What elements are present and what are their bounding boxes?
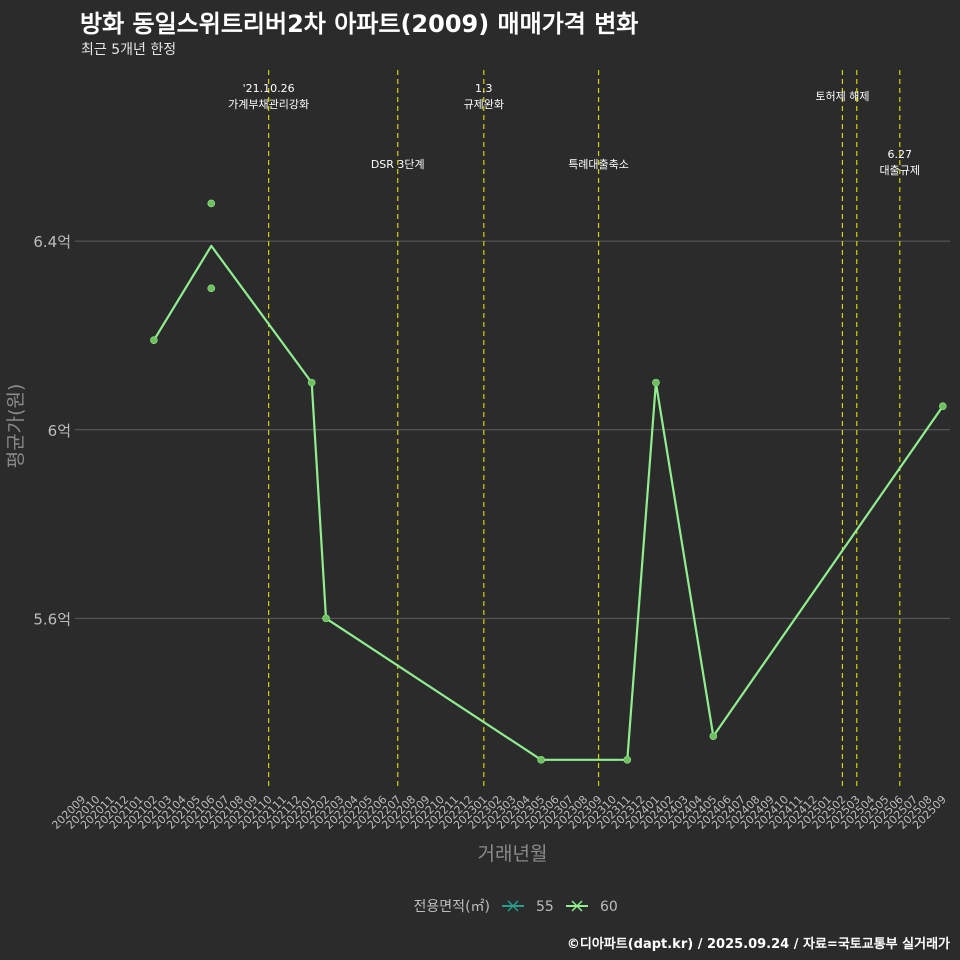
event-label: 6.27	[888, 148, 913, 161]
event-label: 대출규제	[880, 164, 920, 177]
chart-title: 방화 동일스위트리버2차 아파트(2009) 매매가격 변화	[80, 10, 639, 38]
data-point	[307, 378, 316, 387]
data-point	[652, 378, 660, 387]
legend-key-mark	[507, 900, 519, 912]
data-point	[207, 199, 216, 208]
event-label: 특례대출축소	[568, 158, 629, 171]
source-caption: ©디아파트(dapt.kr) / 2025.09.24 / 자료=국토교통부 실…	[566, 937, 950, 952]
data-point	[322, 614, 330, 623]
x-axis-title: 거래년월	[478, 843, 548, 865]
legend-label: 60	[600, 899, 618, 915]
data-point	[939, 402, 947, 410]
y-tick-label: 6억	[48, 422, 71, 440]
event-label: 규제완화	[464, 98, 504, 111]
event-label: 1.3	[475, 82, 493, 95]
legend-key-mark	[571, 900, 583, 912]
y-axis-title: 평균가(원)	[5, 384, 27, 469]
y-tick-label: 5.6억	[33, 610, 71, 628]
event-label: DSR 3단계	[371, 158, 425, 171]
data-point	[207, 284, 216, 293]
event-label: 토허제 해제	[815, 89, 869, 103]
event-label: 가계부채관리강화	[228, 98, 309, 111]
data-point	[623, 756, 632, 764]
chart-subtitle: 최근 5개년 한정	[81, 42, 177, 58]
event-label: '21.10.26	[243, 82, 295, 95]
series-line-60	[152, 244, 944, 761]
data-point	[150, 336, 158, 344]
data-point	[709, 732, 718, 741]
y-tick-label: 6.4억	[33, 233, 71, 251]
legend-label: 55	[536, 899, 554, 915]
legend-title: 전용면적(㎡)	[414, 899, 490, 915]
data-point	[537, 756, 545, 764]
